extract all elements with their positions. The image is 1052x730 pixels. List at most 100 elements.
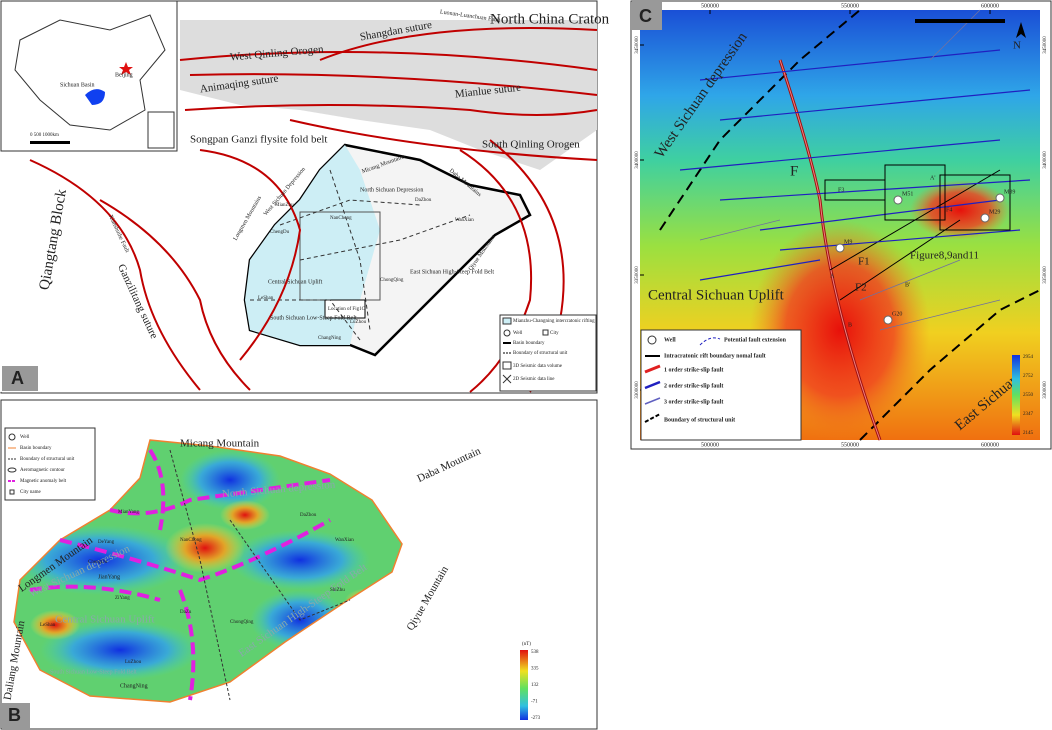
fault: [459, 149, 533, 393]
legend-swatch: [644, 397, 661, 405]
region-label: South Sichuan Low-Steep Fold Belt: [270, 315, 357, 321]
legend: Well Basin boundary Boundary of structur…: [4, 427, 96, 501]
fault: [289, 119, 598, 161]
legend-label: City name: [20, 490, 41, 495]
legend-swatch: [502, 361, 512, 370]
colorbar: [1012, 355, 1020, 435]
legend-label: 2 order strike-slip fault: [664, 383, 723, 389]
area-box: [939, 174, 1011, 231]
high-anomaly: [165, 523, 245, 573]
legend-label: Basin boundary: [513, 341, 545, 346]
coordinate-ticks: 500000 500000 550000 550000 600000 600000 3450…: [635, 3, 1048, 448]
colorbar-label: 2954: [1023, 355, 1034, 360]
y-tick-label: 3450000: [1043, 36, 1048, 54]
legend-label: Well: [664, 337, 676, 343]
legend-swatch: [644, 380, 661, 390]
y-tick-label: 3350000: [635, 266, 640, 284]
colorbar-label: 132: [531, 683, 539, 688]
fault: [99, 199, 251, 391]
fault-label: F2: [855, 282, 867, 294]
scale-bar: [30, 141, 70, 144]
basin-label: Sichuan Basin: [60, 82, 95, 88]
well-label: M51: [902, 191, 913, 197]
city-label: NanChong: [180, 538, 202, 543]
colorbar-label: 2347: [1023, 412, 1034, 417]
legend-label: 3 order strike-slip fault: [664, 399, 723, 405]
fault-label: F4: [946, 207, 952, 213]
legend-label: Intracratonic rift boundary nomal fault: [664, 353, 766, 359]
section-label: A: [830, 273, 835, 279]
well: [995, 193, 1005, 203]
high-anomaly: [220, 500, 270, 530]
legend-label: Boundary of structural unit: [20, 457, 75, 462]
colorbar-unit: (nT): [522, 642, 531, 647]
legend-label: 2D Seismic data line: [513, 377, 555, 382]
low-anomaly: [40, 620, 200, 680]
colorbar-label: 538: [531, 650, 539, 655]
fault: [319, 27, 598, 61]
city-label: ChongQing: [230, 620, 254, 625]
legend-swatch: [7, 467, 17, 473]
colorbar-labels: 2954 2752 2550 2347 2145: [1023, 355, 1034, 436]
city-label: LeShan: [258, 296, 274, 301]
legend-label: Aeromagnetic contour: [20, 468, 65, 473]
region-label: North Sichuan Depression: [360, 187, 423, 193]
section-label: A': [930, 175, 935, 181]
x-tick-label: 600000: [981, 442, 999, 448]
legend-swatch: [502, 317, 512, 325]
legend: Mianzhu-Changning intercratonic rifting …: [499, 314, 597, 392]
fault: [199, 149, 302, 361]
strike-slip-faults: [699, 9, 1001, 331]
north-label: N: [1013, 40, 1021, 52]
legend-swatch: [8, 433, 16, 441]
south-sea-box: [147, 111, 175, 149]
legend-swatch: [502, 374, 512, 384]
structural-boundary: [659, 9, 861, 231]
legend-swatch: [647, 335, 657, 345]
section-label: B: [848, 322, 852, 328]
region-label: Central Sichuan Uplift: [648, 287, 785, 303]
panel-label: B: [8, 705, 21, 725]
legend-swatch: [644, 364, 661, 374]
legend-label: Mianzhu-Changning intercratonic rifting: [513, 319, 595, 324]
city-label: ChangNing: [318, 336, 342, 341]
legend-frame: [640, 329, 802, 441]
legend-swatch: [503, 329, 511, 337]
legend-label: Basin boundary: [20, 446, 52, 451]
city-label: NanChong: [330, 216, 352, 221]
y-tick-label: 3450000: [635, 36, 640, 54]
section-label: B': [905, 282, 910, 288]
fault: [184, 104, 598, 116]
x-tick-label: 600000: [981, 3, 999, 9]
well: [980, 213, 990, 223]
city-label: LeShan: [40, 623, 56, 628]
city-label: DaZhou: [300, 513, 317, 518]
colorbar-label: 2145: [1023, 431, 1034, 436]
strike-slip-faults: [679, 49, 1031, 281]
colorbar: [520, 650, 528, 720]
fault: [29, 159, 201, 391]
region-label: Songpan Ganzi flysite fold belt: [190, 134, 327, 146]
legend-label: Boundary of structural unit: [664, 417, 735, 423]
panel-a: Beijing Sichuan Basin 0 500 1000km North…: [0, 0, 610, 394]
y-tick-label: 3300000: [1043, 381, 1048, 399]
colorbar-label: 2752: [1023, 374, 1034, 379]
inset-map: Beijing Sichuan Basin 0 500 1000km: [0, 0, 178, 152]
low-anomaly: [180, 450, 280, 510]
region-label: Central Sichuan Uplift: [268, 278, 323, 285]
well-label: G20: [892, 311, 902, 317]
fault: [189, 73, 598, 96]
colorbar-label: 2550: [1023, 393, 1034, 398]
well-label: M39: [1004, 189, 1015, 195]
fault-label: F3: [838, 187, 844, 193]
high-anomaly: [30, 610, 80, 640]
legend-frame: [4, 427, 96, 501]
well: [883, 315, 893, 325]
well: [893, 195, 903, 205]
panel-label: C: [639, 6, 652, 26]
city-label: ChengDu: [88, 560, 108, 565]
legend-label: Well: [513, 331, 523, 336]
legend-swatch: [699, 337, 721, 346]
city-label: MianYang: [118, 510, 139, 515]
